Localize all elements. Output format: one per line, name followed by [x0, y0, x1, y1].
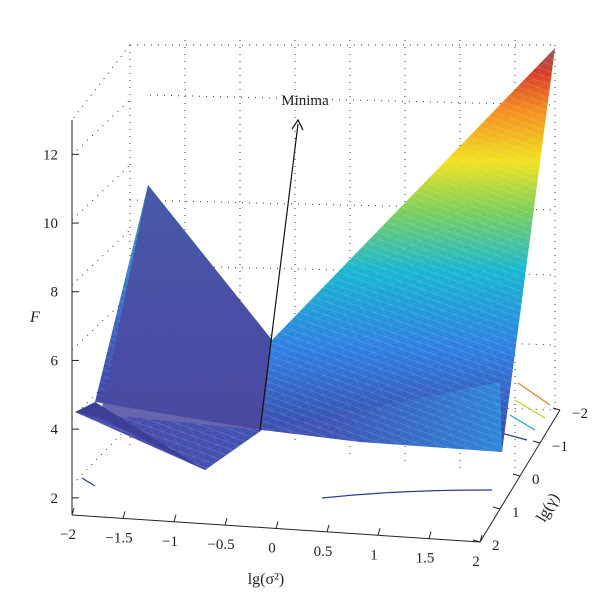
x-tick-label: 0: [268, 541, 276, 557]
x-tick-mark: [377, 528, 381, 536]
arrowhead-icon: [291, 118, 304, 131]
y-tick-mark: [512, 473, 521, 477]
y-tick-label: 1: [512, 505, 520, 521]
x-tick-label: −1: [162, 534, 178, 550]
x-axis-label: lg(σ²): [248, 571, 285, 588]
contour-line: [517, 382, 551, 406]
x-tick-label: 2: [472, 554, 480, 570]
x-tick-label: −2: [60, 527, 76, 543]
annotation-label: Minima: [281, 93, 329, 109]
y-ticks: −2 −1 0 1 2: [472, 406, 588, 554]
x-tick-mark: [275, 521, 279, 529]
z-tick-label: 12: [43, 147, 58, 163]
x-tick-mark: [122, 511, 126, 519]
grid-lines: [71, 40, 556, 486]
x-tick-label: 1.5: [416, 551, 435, 567]
x-ticks: −2 −1.5 −1 −0.5 0 0.5 1 1.5 2: [60, 507, 483, 570]
x-tick-mark: [173, 514, 177, 522]
contour-line: [321, 489, 493, 499]
z-tick-label: 4: [51, 422, 59, 438]
y-tick-label: 0: [532, 472, 540, 488]
x-tick-label: −1.5: [105, 530, 132, 546]
x-tick-label: 1: [370, 547, 378, 563]
contour-line: [509, 414, 536, 431]
z-tick-label: 2: [51, 491, 59, 507]
y-tick-mark: [492, 506, 501, 510]
x-tick-label: 0.5: [314, 544, 333, 560]
minima-arrow: [259, 123, 299, 431]
y-axis-label: lg(γ): [533, 490, 563, 525]
contour-line: [514, 399, 546, 419]
surface: [75, 48, 555, 470]
x-tick-mark: [428, 531, 432, 539]
z-ticks: 2 4 6 8 10 12: [43, 147, 79, 507]
y-tick-mark: [472, 539, 481, 543]
z-tick-label: 8: [51, 285, 59, 301]
x-tick-mark: [224, 517, 228, 526]
surface-valley: [100, 185, 272, 470]
x-tick-mark: [326, 524, 330, 533]
y-tick-label: −1: [552, 439, 568, 455]
z-tick-label: 6: [51, 353, 59, 369]
x-tick-mark: [71, 507, 75, 516]
minima-annotation: Minima: [259, 93, 329, 431]
y-tick-label: −2: [572, 406, 588, 422]
contour-line: [81, 477, 96, 487]
y-tick-mark: [552, 407, 561, 411]
z-tick-label: 10: [43, 216, 58, 232]
z-axis-label: F: [29, 309, 40, 326]
y-tick-mark: [532, 440, 541, 444]
x-tick-mark: [479, 534, 483, 543]
x-tick-label: −0.5: [207, 537, 234, 553]
y-tick-label: 2: [492, 538, 500, 554]
